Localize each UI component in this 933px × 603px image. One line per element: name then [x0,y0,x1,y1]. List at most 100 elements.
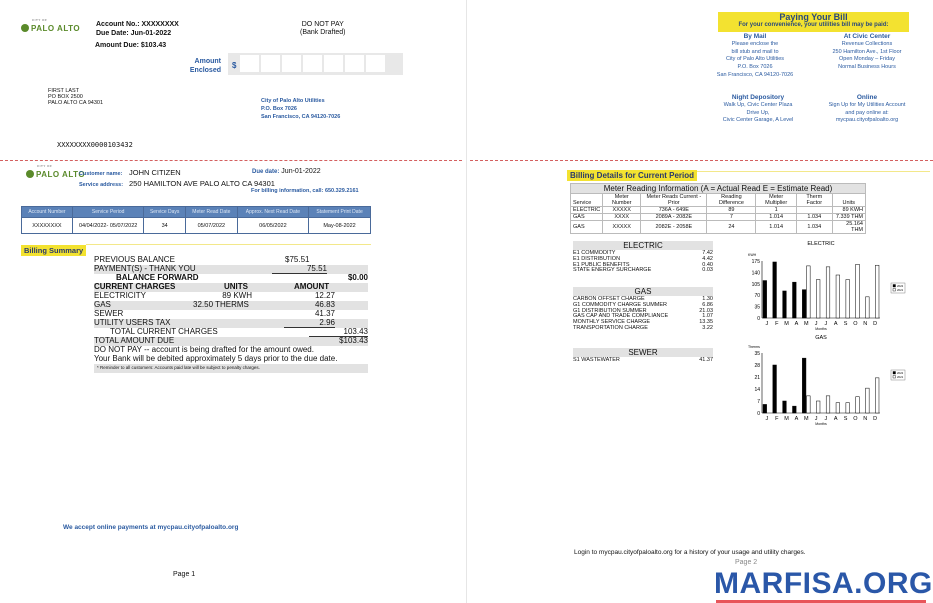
account-number: Account No.: XXXXXXXX [96,21,179,28]
x-tick-label: M [784,416,789,422]
bar-2021 [845,279,850,319]
x-tick-label: F [775,321,779,327]
bar-2021 [875,264,880,319]
due-date: Due Date: Jun-01-2022 [96,30,172,37]
x-tick-label: M [804,416,809,422]
x-tick-label: J [825,416,828,422]
y-tick-label: 14 [754,387,760,393]
x-tick-label: N [863,416,867,422]
x-tick-label: D [873,321,877,327]
sewer-charges: SEWER S1 WASTEWATER 41.37 [573,348,713,363]
page-number-1: Page 1 [173,571,196,578]
bar-2021 [806,395,811,414]
scan-line: XXXXXXXX0000103432 [57,141,133,149]
online-payments-link[interactable]: We accept online payments at mycpau.city… [63,524,239,531]
bar-2021 [816,400,821,414]
x-tick-label: N [863,321,867,327]
amount-enclosed-label: Amount [194,58,221,65]
pay-online: Online Sign Up for My Utilities Account a… [818,94,916,125]
customer-info: Customer name: JOHN CITIZEN Service addre… [79,168,275,188]
amount-enclosed-field[interactable]: $ [228,53,403,95]
pay-night-depository: Night Depository Walk Up, Civic Center P… [722,94,794,124]
x-tick-label: S [844,321,848,327]
billing-summary-title: Billing Summary [21,245,87,256]
x-tick-label: D [873,416,877,422]
bank-drafted: (Bank Drafted) [300,29,346,36]
bar-2022 [772,364,777,414]
x-tick-label: A [834,416,838,422]
billing-summary: PREVIOUS BALANCE $75.51 PAYMENT(S) - THAN… [94,255,368,373]
do-not-pay: DO NOT PAY [301,21,344,28]
due-date-page1: Due date: Jun-01-2022 [252,168,321,175]
watermark: MARFISA.ORG [714,567,933,600]
meter-row: GAS XXXX 2089A - 2082E 7 1.014 1.034 7.339 THM [569,213,867,221]
logo: CITY OF PALO ALTO [21,19,80,33]
chart-title: GAS [815,335,827,340]
gas-charges: GAS CARBON OFFSET CHARGE 1.30 G1 COMMODIT… [573,287,713,331]
y-tick-label: 105 [752,282,761,288]
tear-line-right [470,160,933,161]
bar-2021 [806,265,811,319]
y-tick-label: 70 [754,293,760,299]
logo-page1: CITY OF PALO ALTO [26,165,85,179]
legend-label: 2022 [897,284,904,288]
legend-swatch [892,284,896,288]
bar-2022 [802,357,807,414]
x-tick-label: J [815,321,818,327]
x-tick-label: A [834,321,838,327]
bar-2021 [835,402,840,414]
billing-phone: For billing information, call: 650.329.2… [251,188,359,194]
y-tick-label: 0 [757,411,760,417]
bar-2021 [865,296,870,319]
legend-swatch [892,371,896,375]
legend-box [890,282,906,294]
bar-2022 [792,405,797,414]
tear-line-left [0,160,462,161]
y-tick-label: 140 [752,270,761,276]
bar-2022 [762,280,767,319]
bar-2022 [792,281,797,319]
bar-2021 [855,396,860,414]
bar-2022 [772,261,777,319]
x-tick-label: M [804,321,809,327]
x-tick-label: O [853,416,858,422]
y-tick-label: 7 [757,399,760,405]
watermark-underline [716,600,926,603]
y-tick-label: 21 [754,375,760,381]
legend-swatch [892,375,896,379]
chart-title: ELECTRIC [807,241,834,247]
x-tick-label: J [815,416,818,422]
bar-2021 [825,266,831,319]
remit-address: City of Palo Alto Utilities P.O. Box 7026… [261,98,341,120]
y-tick-label: 0 [757,316,760,322]
meter-row: GAS XXXXX 2082E - 2058E 24 1.014 1.034 25.164 … [569,220,867,234]
bar-2021 [875,377,880,414]
page-divider [466,0,467,603]
x-tick-label: J [766,321,769,327]
usage-history-note: Login to mycpau.cityofpaloalto.org for a… [574,549,806,556]
bar-2021 [825,395,831,414]
electric-charges: ELECTRIC E1 COMMODITY 7.42 E1 DISTRIBUTIO… [573,241,713,274]
legend-label: 2021 [897,375,904,379]
bar-2021 [845,402,850,414]
x-tick-label: M [784,321,789,327]
y-axis-label: Therms [748,345,760,349]
y-tick-label: 175 [752,259,761,265]
legend-label: 2022 [897,371,904,375]
page-number-2: Page 2 [735,559,758,566]
bar-2022 [782,400,787,414]
pay-by-mail: By Mail Please enclose the bill stub and … [716,33,794,78]
pay-at-civic-center: At Civic Center Revenue Collections 250 H… [832,33,902,71]
account-table: Account Number Service Period Service Days… [21,206,371,234]
billing-details-title: Billing Details for Current Period [567,170,698,181]
bar-2021 [855,264,860,319]
x-tick-label: J [825,321,828,327]
x-axis-label: Months [815,327,827,331]
x-axis-label: Months [815,422,827,426]
pay-online-link[interactable]: mycpau.cityofpaloalto.org [835,117,899,124]
x-tick-label: O [853,321,858,327]
y-tick-label: 35 [754,351,760,357]
y-tick-label: 35 [754,305,760,311]
